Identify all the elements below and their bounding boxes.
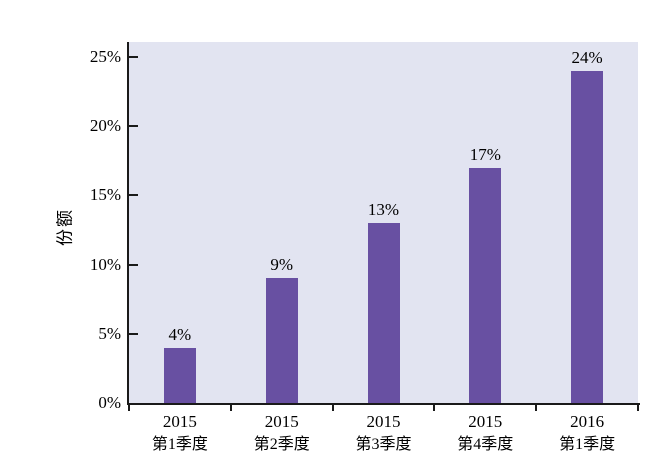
x-category-label: 2015 第4季度 [434, 410, 536, 456]
bar-value-label: 9% [270, 255, 294, 275]
bar [571, 70, 604, 403]
y-tick [129, 125, 138, 128]
y-axis-title: 份额 [55, 208, 75, 246]
x-category-year: 2015 [366, 412, 401, 431]
x-category-quarter: 第1季度 [559, 436, 616, 453]
bar [265, 278, 298, 403]
bar [469, 167, 502, 403]
bar-value-label: 4% [168, 324, 192, 344]
y-axis-line [127, 42, 129, 405]
x-category-year: 2015 [468, 412, 503, 431]
y-tick-label: 20% [89, 116, 121, 136]
x-category-year: 2016 [570, 412, 605, 431]
x-tick [229, 405, 232, 411]
y-tick [129, 332, 138, 335]
x-category-quarter: 第3季度 [355, 436, 412, 453]
x-category-year: 2015 [162, 412, 197, 431]
x-category-quarter: 第2季度 [253, 436, 310, 453]
bar [163, 347, 196, 403]
x-category-quarter: 第1季度 [151, 436, 208, 453]
y-tick-label: 5% [98, 323, 121, 343]
x-tick [535, 405, 538, 411]
bar-value-label: 17% [469, 144, 501, 164]
x-tick [128, 405, 130, 411]
x-category-quarter: 第4季度 [457, 436, 514, 453]
y-tick-label: 0% [98, 393, 121, 412]
y-tick-label: 15% [89, 185, 121, 205]
x-category-label: 2016 第1季度 [536, 410, 638, 456]
x-tick [331, 405, 334, 411]
bar-value-label: 24% [571, 47, 603, 67]
y-tick [129, 56, 138, 58]
x-category-label: 2015 第3季度 [333, 410, 435, 456]
bar [367, 223, 400, 403]
x-tick [433, 405, 436, 411]
x-category-label: 2015 第1季度 [129, 410, 231, 456]
y-tick-label: 10% [89, 254, 121, 274]
y-tick [129, 263, 138, 266]
bar-value-label: 13% [367, 200, 400, 220]
x-category-year: 2015 [264, 412, 299, 431]
x-category-label: 2015 第2季度 [231, 410, 333, 456]
x-tick [637, 405, 639, 411]
y-tick-label: 25% [89, 47, 121, 66]
y-tick [129, 194, 138, 197]
x-axis-line [127, 403, 640, 405]
